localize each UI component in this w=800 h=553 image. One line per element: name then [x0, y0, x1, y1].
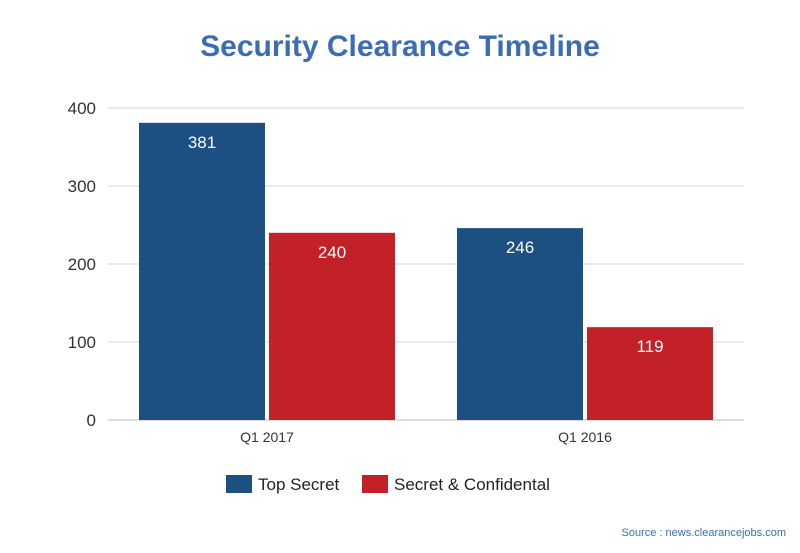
bar: [139, 122, 265, 420]
y-tick-label: 200: [68, 255, 96, 274]
bar: [269, 232, 395, 420]
y-tick-label: 300: [68, 177, 96, 196]
legend-label: Secret & Confidental: [394, 475, 550, 494]
bar-value-label: 381: [188, 133, 216, 152]
legend: Top Secret Secret & Confidental: [226, 475, 550, 494]
chart-title: Security Clearance Timeline: [200, 30, 600, 63]
y-tick-label: 400: [68, 99, 96, 118]
legend-swatch: [226, 475, 252, 493]
bar: [457, 228, 583, 420]
source-note: Source : news.clearancejobs.com: [621, 527, 786, 539]
y-axis-ticks: 0 100 200 300 400: [68, 99, 96, 430]
bar-value-label: 119: [636, 337, 663, 356]
y-tick-label: 100: [68, 333, 96, 352]
bar: [587, 327, 713, 420]
bar-value-label: 246: [506, 238, 534, 257]
x-tick-label: Q1 2017: [240, 429, 294, 445]
y-tick-label: 0: [87, 411, 96, 430]
x-axis-ticks: Q1 2017 Q1 2016: [240, 429, 612, 445]
legend-swatch: [362, 475, 388, 493]
bars: 381 240 246 119: [139, 122, 713, 420]
legend-label: Top Secret: [258, 475, 340, 494]
bar-value-label: 240: [318, 243, 346, 262]
x-tick-label: Q1 2016: [558, 429, 612, 445]
